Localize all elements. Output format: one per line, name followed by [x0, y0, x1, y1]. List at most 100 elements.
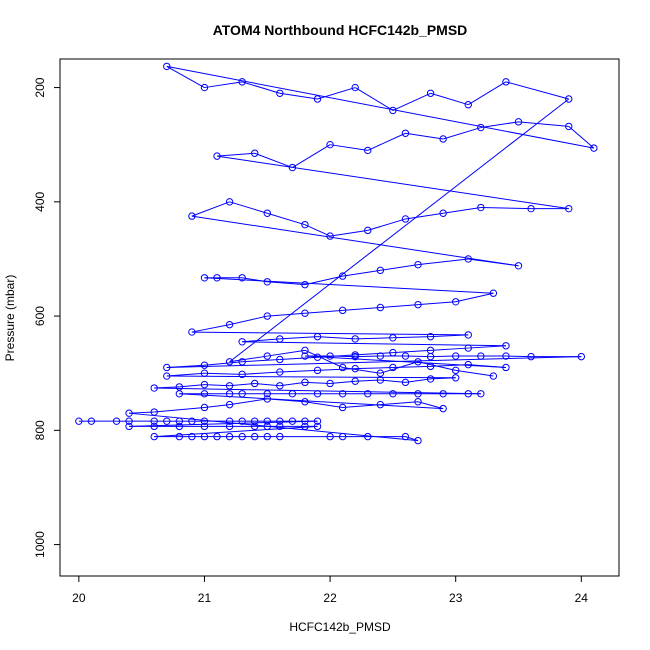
- series-line-segment: [355, 366, 393, 370]
- data-point: [426, 89, 435, 97]
- x-tick-label: 20: [72, 591, 86, 605]
- series-line-segment: [267, 349, 306, 357]
- data-point: [389, 390, 397, 398]
- series-line-segment: [279, 356, 318, 360]
- data-point: [414, 260, 422, 269]
- data-point: [439, 135, 447, 143]
- series-line-segment: [191, 331, 469, 336]
- series-line-segment: [355, 379, 381, 382]
- series-line-segment: [204, 384, 230, 387]
- data-point: [163, 417, 171, 425]
- series-line-segment: [380, 264, 419, 271]
- data-point: [364, 390, 372, 398]
- series-line-segment: [254, 382, 280, 387]
- chart-title: ATOM4 Northbound HCFC142b_PMSD: [213, 22, 468, 38]
- series-line-segment: [254, 152, 293, 169]
- series-line-segment: [129, 411, 155, 414]
- data-point: [414, 398, 422, 406]
- data-point: [514, 118, 523, 126]
- series-line-segment: [166, 372, 205, 377]
- data-point: [301, 309, 309, 317]
- series-line-segment: [166, 356, 582, 368]
- series-line-segment: [354, 87, 394, 111]
- data-point: [301, 378, 309, 387]
- series-line-segment: [568, 126, 595, 149]
- data-point: [225, 417, 234, 425]
- data-point: [464, 331, 472, 339]
- data-point: [213, 274, 221, 282]
- data-point: [213, 152, 221, 160]
- data-point: [263, 422, 271, 431]
- series-line-segment: [204, 81, 243, 89]
- series-line-segment: [330, 144, 368, 151]
- data-point: [301, 352, 309, 360]
- y-axis-label: Pressure (mbar): [3, 275, 17, 362]
- series-line-segment: [267, 312, 305, 317]
- data-point: [364, 146, 372, 155]
- data-point: [527, 204, 535, 213]
- data-point: [351, 335, 359, 343]
- data-point: [502, 78, 510, 86]
- series-line-segment: [342, 366, 381, 374]
- data-point: [276, 417, 284, 425]
- series-line-segment: [166, 364, 205, 368]
- data-point: [426, 375, 435, 383]
- data-point: [414, 436, 422, 445]
- series-line-segment: [443, 207, 481, 214]
- data-point: [276, 89, 284, 97]
- series-line-segment: [455, 292, 494, 303]
- x-axis-label: HCFC142b_PMSD: [289, 620, 391, 634]
- series-line-segment: [367, 218, 406, 231]
- data-point: [502, 363, 510, 372]
- data-point: [389, 363, 397, 372]
- data-point: [238, 78, 246, 86]
- data-point: [175, 422, 184, 431]
- series-line-segment: [229, 382, 255, 387]
- data-point: [163, 363, 171, 372]
- data-point: [577, 352, 586, 361]
- series-line-segment: [392, 336, 431, 339]
- data-point: [464, 101, 472, 109]
- series-line-segment: [229, 398, 268, 406]
- data-point: [401, 378, 410, 387]
- data-point: [313, 353, 322, 361]
- data-point: [401, 129, 410, 137]
- data-point: [351, 364, 359, 373]
- data-point: [301, 346, 309, 355]
- series-line-segment: [417, 401, 444, 410]
- data-point: [414, 390, 422, 398]
- series-line-segment: [267, 281, 305, 286]
- series-line-segment: [229, 315, 268, 326]
- series-line-segment: [229, 98, 570, 363]
- series-line-segment: [330, 229, 368, 237]
- series-line-segment: [430, 347, 469, 351]
- data-point: [565, 95, 573, 103]
- data-point: [338, 363, 347, 372]
- data-point: [464, 344, 472, 352]
- series-line-segment: [242, 341, 506, 347]
- series-line-segment: [179, 384, 205, 388]
- data-point: [263, 209, 271, 217]
- data-point: [263, 312, 271, 320]
- data-point: [338, 306, 347, 315]
- data-point: [263, 395, 271, 403]
- data-point: [87, 417, 96, 425]
- series-line-segment: [279, 92, 318, 100]
- data-point: [338, 432, 347, 441]
- series-line-segment: [279, 336, 318, 340]
- data-point: [326, 432, 334, 441]
- series-line-segment: [229, 201, 268, 214]
- data-point: [426, 362, 435, 371]
- series-line-segment: [467, 81, 507, 106]
- data-point: [477, 390, 485, 398]
- data-point: [326, 140, 334, 149]
- data-point: [251, 422, 259, 431]
- data-point: [200, 83, 209, 92]
- data-point: [514, 262, 523, 270]
- data-point: [263, 390, 271, 398]
- data-point: [175, 383, 184, 391]
- data-point: [188, 417, 196, 425]
- data-point: [200, 390, 209, 398]
- series-line-segment: [355, 337, 393, 340]
